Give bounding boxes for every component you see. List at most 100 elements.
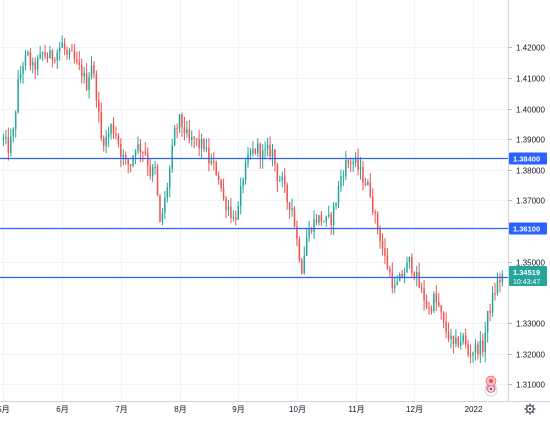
candle-body: [49, 50, 51, 59]
candle-body: [76, 59, 78, 62]
candle-body: [222, 188, 225, 199]
gear-icon[interactable]: [524, 403, 536, 415]
candle-body: [195, 138, 198, 140]
candle-body: [56, 51, 59, 61]
price-tick-label: 1.40000: [516, 106, 545, 115]
price-axis[interactable]: 1.42000 1.41000 1.40000 1.39000 1.38000 1.370…: [508, 44, 545, 390]
candle-body: [83, 73, 85, 77]
candle-body: [2, 137, 5, 140]
candle-body: [455, 337, 457, 345]
candle-body: [408, 257, 411, 263]
price-tick-label: 1.42000: [516, 44, 545, 53]
candle-body: [173, 127, 176, 146]
candle-body: [78, 61, 81, 65]
candle-body: [7, 137, 10, 153]
candle-body: [19, 73, 22, 80]
candle-body: [411, 257, 413, 273]
candle-body: [391, 272, 394, 289]
candle-body: [44, 52, 46, 57]
candle-body: [183, 127, 186, 133]
candle-body: [354, 157, 357, 163]
candle-body: [22, 65, 24, 74]
candle-body: [220, 179, 222, 189]
candle-body: [445, 322, 447, 332]
candle-body: [93, 65, 95, 74]
candle-body: [46, 56, 49, 59]
candle-body: [293, 207, 296, 227]
candle-body: [129, 164, 132, 166]
candle-body: [252, 148, 254, 154]
candle-body: [193, 136, 195, 139]
candle-body: [203, 139, 205, 150]
price-tick-label: 1.39000: [516, 136, 545, 145]
time-axis[interactable]: 5月 6月 7月 8月 9月 10月 11月 12月 2022: [0, 405, 483, 414]
candle-body: [460, 341, 462, 346]
time-tick-label: 6月: [56, 405, 68, 414]
candle-body: [452, 335, 455, 345]
candle-body: [73, 51, 76, 60]
candle-body: [318, 215, 320, 223]
candle-body: [352, 162, 354, 164]
candle-body: [122, 154, 125, 157]
current-price-label: 1.34519: [513, 268, 540, 277]
candle-body: [433, 293, 435, 312]
candle-body: [479, 340, 482, 355]
candle-body: [230, 206, 232, 219]
candle-body: [474, 344, 477, 353]
candle-body: [137, 144, 139, 151]
candle-body: [271, 149, 274, 157]
candle-body: [139, 144, 142, 153]
candle-body: [435, 293, 438, 303]
price-tick-label: 1.33000: [516, 320, 545, 329]
flag-badge-icon[interactable]: [484, 375, 498, 397]
candle-body: [472, 352, 474, 356]
candle-body: [420, 287, 423, 289]
candle-body: [423, 288, 425, 302]
candle-body: [254, 148, 257, 154]
candle-body: [462, 335, 464, 342]
candle-body: [58, 47, 61, 52]
price-tick-label: 1.41000: [516, 75, 545, 84]
candle-body: [210, 161, 213, 164]
horizontal-line-price-tag: [509, 152, 547, 165]
candle-body: [151, 167, 154, 177]
candle-body: [124, 154, 127, 160]
candle-body: [469, 354, 472, 356]
candle-body: [105, 137, 107, 147]
candle-body: [98, 100, 100, 112]
candle-body: [142, 152, 144, 154]
candle-body: [215, 162, 217, 176]
candle-body: [428, 307, 430, 309]
candle-body: [146, 153, 149, 166]
candle-body: [362, 167, 364, 183]
candle-body: [357, 157, 359, 170]
candles-group: [2, 35, 504, 364]
candle-body: [486, 310, 489, 333]
candle-body: [406, 262, 408, 273]
candle-body: [464, 335, 467, 345]
candle-body: [438, 302, 440, 306]
candle-body: [482, 340, 484, 352]
candle-body: [440, 305, 442, 313]
candle-body: [191, 136, 193, 141]
candle-body: [198, 138, 200, 149]
candle-body: [276, 164, 279, 182]
candle-body: [332, 205, 335, 225]
candle-body: [14, 112, 17, 130]
candle-body: [85, 73, 88, 90]
candle-body: [477, 344, 479, 355]
candle-body: [95, 73, 98, 101]
candle-body: [286, 184, 288, 203]
candle-body: [181, 114, 183, 128]
candle-body: [159, 194, 161, 222]
candle-body: [235, 216, 237, 220]
candle-body: [10, 136, 12, 153]
candle-body: [154, 166, 156, 168]
candle-body: [171, 145, 173, 169]
candle-body: [208, 147, 210, 164]
candle-body: [244, 162, 247, 180]
candle-body: [32, 62, 34, 66]
candle-body: [166, 187, 169, 198]
